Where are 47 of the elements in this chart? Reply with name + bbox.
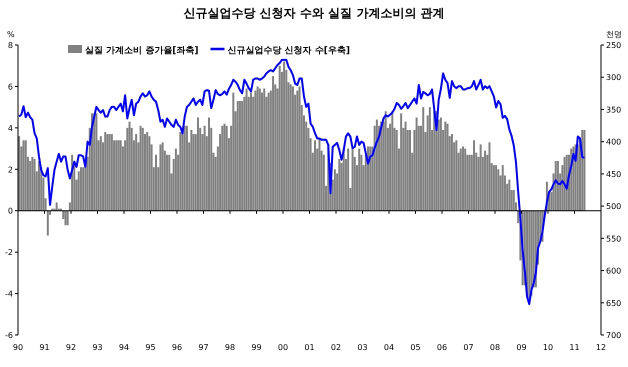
x-tick-label: 93 <box>92 343 103 352</box>
y2-tick-label: 550 <box>606 234 622 244</box>
y2-tick-label: 350 <box>606 105 622 114</box>
y-tick-label: 4 <box>8 124 13 133</box>
x-tick-label: 96 <box>172 343 182 352</box>
x-tick-label: 91 <box>39 343 50 352</box>
x-tick-label: 02 <box>330 343 342 352</box>
x-tick-label: 11 <box>569 343 580 352</box>
y2-tick-label: 400 <box>606 138 622 147</box>
x-tick-label: 97 <box>198 343 209 352</box>
y-tick-label: 6 <box>8 82 13 92</box>
y-tick-label: -4 <box>5 290 13 299</box>
x-tick-label: 00 <box>278 343 288 352</box>
x-tick-label: 10 <box>542 343 554 352</box>
x-tick-label: 08 <box>490 343 500 352</box>
x-tick-label: 12 <box>596 343 606 352</box>
x-tick-label: 01 <box>304 343 315 352</box>
y2-tick-label: 700 <box>606 331 622 340</box>
x-tick-label: 98 <box>224 343 236 352</box>
y2-tick-label: 650 <box>606 298 622 308</box>
legend-label: 실질 가계소비 증가율[좌축] <box>85 45 198 56</box>
x-tick-label: 94 <box>118 343 130 352</box>
y2-tick-label: 450 <box>606 170 622 179</box>
y-tick-label: 8 <box>8 41 13 50</box>
x-tick-label: 90 <box>12 343 24 352</box>
x-tick-label: 06 <box>436 343 448 352</box>
y2-axis-title: 천명 <box>606 30 622 39</box>
y-tick-label: -2 <box>5 248 13 258</box>
y2-tick-label: 300 <box>606 73 622 82</box>
y2-tick-label: 600 <box>606 266 622 276</box>
y-tick-label: 0 <box>8 206 13 216</box>
x-tick-label: 99 <box>251 343 262 352</box>
legend-label: 신규실업수당 신청자 수[우축] <box>228 45 350 56</box>
chart-title: 신규실업수당 신청자 수와 실질 가계소비의 관계 <box>184 6 444 20</box>
x-tick-label: 09 <box>516 343 527 352</box>
x-tick-label: 07 <box>463 343 474 352</box>
y-axis-title: % <box>7 30 15 39</box>
line-series <box>18 58 586 306</box>
y2-tick-label: 500 <box>606 202 622 212</box>
x-tick-label: 05 <box>410 343 421 352</box>
x-tick-label: 92 <box>66 343 76 352</box>
x-tick-label: 95 <box>145 343 156 352</box>
y-tick-label: -6 <box>5 331 13 340</box>
x-tick-label: 03 <box>357 343 368 352</box>
y2-tick-label: 250 <box>606 41 622 50</box>
x-tick-label: 04 <box>384 343 394 352</box>
y-tick-label: 2 <box>8 165 13 174</box>
